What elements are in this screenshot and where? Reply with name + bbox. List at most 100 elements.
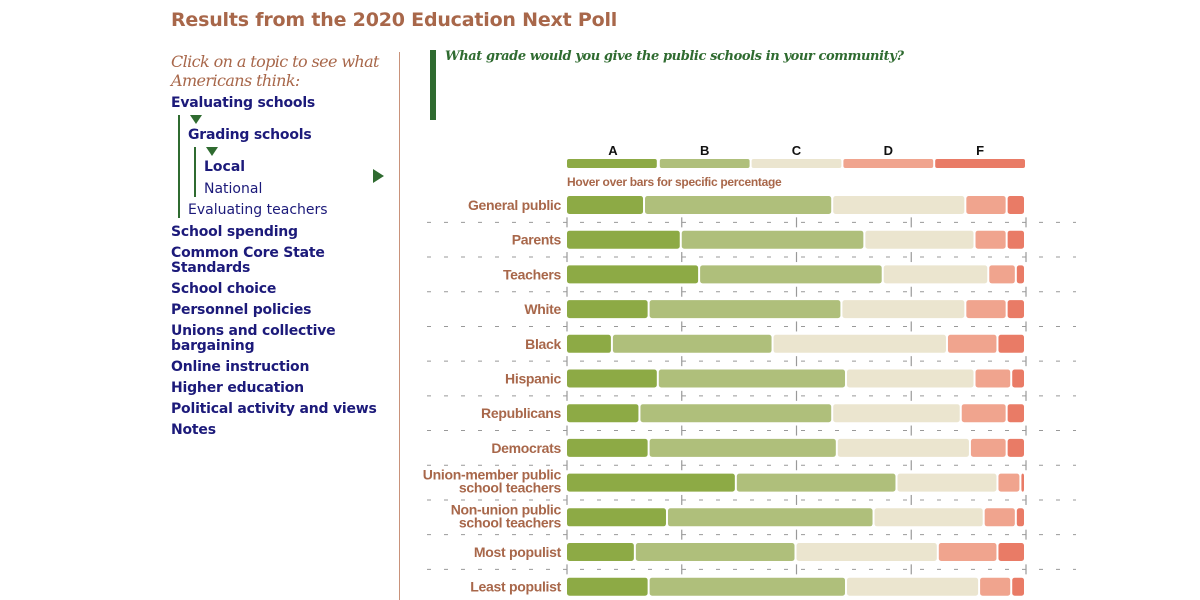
legend-swatch-b (659, 159, 750, 168)
sidebar-item-school-spending[interactable]: School spending (171, 224, 298, 240)
bar-segment-a[interactable] (567, 473, 735, 492)
expanded-triangle-icon[interactable] (190, 115, 202, 124)
bar-segment-d[interactable] (947, 334, 997, 353)
bar-segment-a[interactable] (567, 230, 680, 249)
bar-segment-a[interactable] (567, 196, 644, 214)
bar-segment-a[interactable] (567, 404, 639, 423)
bar-segment-a[interactable] (567, 300, 648, 319)
bar-segment-f[interactable] (1007, 230, 1024, 249)
bar-row: Republicans (481, 404, 1024, 423)
bar-segment-d[interactable] (975, 230, 1006, 249)
bar-segment-d[interactable] (961, 404, 1006, 423)
bar-segment-c[interactable] (897, 473, 997, 492)
bar-segment-f[interactable] (998, 334, 1024, 353)
bar-segment-c[interactable] (874, 508, 983, 527)
row-label: Least populist (470, 579, 561, 595)
bar-segment-b[interactable] (667, 508, 873, 527)
bar-segment-d[interactable] (998, 473, 1020, 492)
bar-row: Black (525, 334, 1024, 353)
sidebar-item-local[interactable]: Local (204, 159, 246, 175)
bar-segment-c[interactable] (833, 196, 965, 214)
chart-grid (427, 217, 1076, 575)
bar-segment-a[interactable] (567, 508, 666, 527)
bar-segment-f[interactable] (1021, 473, 1024, 492)
bar-row: Non-union public school teachers (451, 501, 1024, 530)
bar-segment-d[interactable] (984, 508, 1015, 527)
sidebar-item-evaluating-teachers[interactable]: Evaluating teachers (188, 202, 328, 218)
bar-segment-b[interactable] (649, 438, 836, 457)
bar-segment-b[interactable] (649, 300, 841, 319)
bar-segment-b[interactable] (640, 404, 832, 423)
sidebar-item-personnel-policies[interactable]: Personnel policies (171, 302, 312, 318)
bar-segment-c[interactable] (865, 230, 974, 249)
sidebar-prompt: Click on a topic to see what Americans t… (171, 52, 379, 90)
bar-segment-b[interactable] (645, 196, 832, 214)
bar-segment-d[interactable] (966, 196, 1006, 214)
bar-segment-f[interactable] (1016, 265, 1024, 284)
bar-segment-c[interactable] (796, 543, 937, 561)
bar-segment-a[interactable] (567, 438, 648, 457)
sidebar-item-national[interactable]: National (204, 181, 263, 197)
legend-label-c: C (792, 143, 802, 158)
bar-segment-f[interactable] (1007, 196, 1024, 214)
bar-segment-b[interactable] (700, 265, 882, 284)
bar-segment-b[interactable] (635, 543, 795, 561)
bar-segment-d[interactable] (989, 265, 1015, 284)
bar-segment-d[interactable] (938, 543, 997, 561)
sidebar-item-political-activity[interactable]: Political activity and views (171, 401, 377, 417)
sidebar-item-grading-schools[interactable]: Grading schools (188, 127, 312, 143)
bar-segment-b[interactable] (649, 577, 845, 596)
legend-swatch-c (751, 159, 842, 168)
bar-segment-a[interactable] (567, 334, 611, 353)
bar-segment-c[interactable] (842, 300, 965, 319)
bar-segment-c[interactable] (833, 404, 960, 423)
bar-segment-a[interactable] (567, 265, 699, 284)
bar-segment-c[interactable] (883, 265, 988, 284)
question-accent-bar (430, 50, 436, 120)
bar-segment-b[interactable] (658, 369, 845, 388)
expanded-triangle-icon[interactable] (206, 147, 218, 156)
bar-segment-a[interactable] (567, 369, 657, 388)
bar-row: Democrats (491, 438, 1024, 457)
row-label: Union-member public school teachers (423, 467, 562, 496)
bar-segment-a[interactable] (567, 577, 648, 596)
bar-segment-f[interactable] (1012, 369, 1024, 388)
bar-segment-c[interactable] (846, 369, 974, 388)
bar-segment-b[interactable] (681, 230, 864, 249)
bar-segment-f[interactable] (998, 543, 1024, 561)
sidebar-item-unions[interactable]: Unions and collective bargaining (171, 323, 336, 354)
bar-segment-f[interactable] (1007, 404, 1024, 423)
bar-segment-c[interactable] (773, 334, 946, 353)
bar-segment-b[interactable] (736, 473, 896, 492)
vertical-divider (399, 52, 400, 600)
question-text: What grade would you give the public sch… (445, 49, 904, 64)
legend-swatch-a (567, 159, 657, 168)
bar-segment-c[interactable] (846, 577, 979, 596)
bar-segment-f[interactable] (1007, 438, 1024, 457)
sidebar-item-higher-education[interactable]: Higher education (171, 380, 304, 396)
sidebar-item-common-core[interactable]: Common Core State Standards (171, 245, 325, 276)
row-label: Parents (512, 232, 562, 248)
bar-segment-f[interactable] (1012, 577, 1024, 596)
bar-segment-f[interactable] (1007, 300, 1024, 319)
row-label: Black (525, 336, 561, 352)
row-label: Republicans (481, 405, 561, 421)
bar-row: Least populist (470, 577, 1024, 596)
bar-segment-a[interactable] (567, 543, 634, 561)
sidebar-item-school-choice[interactable]: School choice (171, 281, 277, 297)
bar-segment-c[interactable] (837, 438, 969, 457)
grading-schools-submenu: Local National (194, 147, 391, 197)
bar-segment-b[interactable] (612, 334, 772, 353)
bar-segment-d[interactable] (980, 577, 1011, 596)
legend-swatch-f (935, 159, 1025, 168)
bar-segment-d[interactable] (975, 369, 1011, 388)
bar-segment-f[interactable] (1016, 508, 1024, 527)
sidebar-item-online-instruction[interactable]: Online instruction (171, 359, 310, 375)
sidebar-item-evaluating-schools[interactable]: Evaluating schools (171, 95, 316, 111)
bar-segment-d[interactable] (966, 300, 1006, 319)
sidebar-item-notes[interactable]: Notes (171, 422, 216, 438)
bar-row: Hispanic (505, 369, 1024, 388)
bar-segment-d[interactable] (970, 438, 1006, 457)
hover-hint: Hover over bars for specific percentage (567, 175, 782, 189)
